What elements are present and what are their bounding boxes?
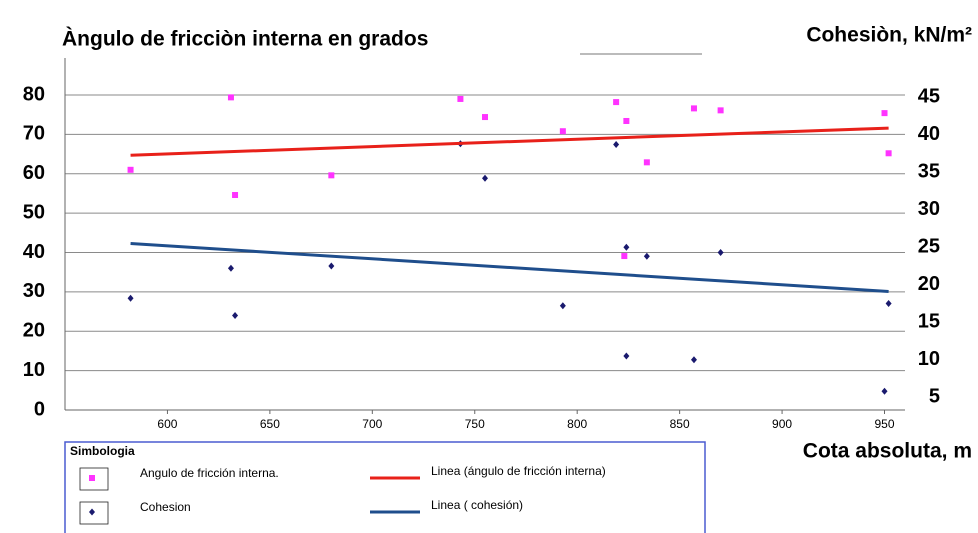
y-tick-label: 70 (23, 123, 45, 145)
legend-label: Angulo de fricción interna. (140, 466, 279, 480)
point (623, 243, 630, 251)
point (559, 302, 566, 310)
y2-tick-label: 20 (918, 273, 940, 295)
point (717, 249, 724, 256)
y2-tick-label: 10 (918, 348, 940, 370)
point (717, 107, 724, 114)
point (227, 264, 234, 272)
point (643, 159, 650, 166)
point (690, 105, 697, 112)
y2-tick-label: 40 (918, 123, 940, 145)
point (127, 166, 134, 173)
point (643, 252, 650, 260)
point (885, 300, 892, 307)
trend-line (130, 242, 889, 293)
point (328, 172, 335, 179)
y2-axis-title: Cohesiòn, kN/m² (806, 24, 972, 47)
x-tick-label: 850 (670, 417, 690, 431)
point (621, 253, 628, 260)
point (613, 141, 620, 148)
legend-label: Linea (ángulo de fricción interna) (431, 464, 606, 478)
y2-tick-label: 25 (918, 236, 940, 258)
y2-tick-label: 45 (918, 86, 940, 108)
x-tick-label: 750 (465, 417, 485, 431)
y-axis-title: Àngulo de fricciòn interna en grados (62, 28, 428, 51)
x-tick-label: 700 (362, 417, 382, 431)
y2-tick-label: 15 (918, 311, 940, 333)
point (482, 174, 488, 182)
point (881, 110, 888, 117)
y-tick-label: 10 (23, 359, 45, 381)
legend-marker (89, 508, 95, 516)
point (690, 356, 697, 364)
legend-box (64, 441, 706, 533)
point (127, 294, 134, 302)
x-tick-label: 800 (567, 417, 587, 431)
point (885, 150, 892, 157)
y-tick-label: 50 (23, 201, 45, 223)
point (227, 94, 234, 101)
point (881, 387, 888, 395)
point (482, 114, 488, 121)
x-tick-label: 650 (260, 417, 280, 431)
legend-marker (89, 475, 95, 481)
legend-swatch-box (79, 501, 109, 525)
legend-title: Simbologia (70, 444, 135, 458)
y2-tick-label: 35 (918, 161, 940, 183)
point (613, 99, 620, 106)
legend-swatch-box (79, 467, 109, 491)
legend-label: Cohesion (140, 500, 191, 514)
point (328, 262, 335, 270)
y-tick-label: 40 (23, 241, 45, 263)
y-tick-label: 80 (23, 83, 45, 105)
y2-tick-label: 30 (918, 198, 940, 220)
y-tick-label: 30 (23, 280, 45, 302)
point (623, 117, 630, 124)
x-axis-title: Cota absoluta, m (803, 440, 972, 463)
point (559, 128, 566, 135)
x-tick-label: 950 (874, 417, 894, 431)
x-tick-label: 600 (157, 417, 177, 431)
y2-tick-label: 5 (929, 386, 940, 408)
y-tick-label: 0 (34, 398, 45, 420)
legend-label: Linea ( cohesión) (431, 498, 523, 512)
trend-line (130, 126, 889, 157)
y-tick-label: 20 (23, 320, 45, 342)
point (232, 312, 239, 319)
point (457, 95, 464, 102)
point (232, 192, 239, 199)
point (623, 352, 630, 360)
x-tick-label: 900 (772, 417, 792, 431)
y-tick-label: 60 (23, 162, 45, 184)
